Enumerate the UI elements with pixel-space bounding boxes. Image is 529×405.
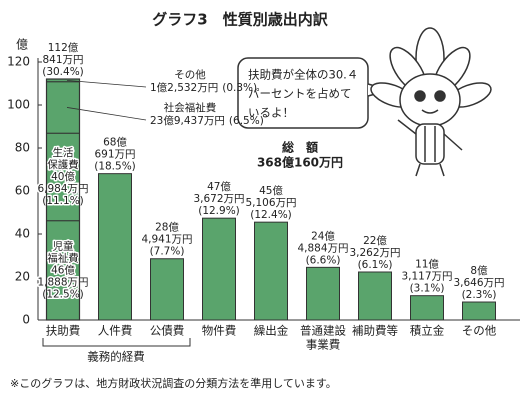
- x-tick-label: その他: [462, 324, 497, 338]
- leader-line: [66, 79, 147, 88]
- segment-label: 6,984万円: [37, 183, 88, 195]
- value-label: (6.6%): [306, 254, 341, 266]
- value-label: (7.7%): [150, 246, 185, 258]
- y-tick-label: 40: [15, 227, 30, 241]
- segment-label: 1,888万円: [37, 276, 88, 288]
- value-label: 4,884万円: [297, 242, 348, 254]
- segment-label: 保護費: [47, 158, 79, 171]
- value-label: (30.4%): [42, 66, 84, 78]
- x-tick-label: 積立金: [410, 324, 445, 338]
- x-tick-label: 繰出金: [254, 324, 289, 338]
- leader-line: [66, 107, 147, 121]
- value-label: 5,106万円: [245, 197, 296, 209]
- segment-label: 福祉費: [47, 251, 79, 264]
- bar: [202, 217, 236, 321]
- segment-label: (11.1%): [42, 195, 84, 207]
- y-unit: 億: [16, 38, 28, 52]
- bar: [306, 266, 340, 321]
- value-label: 841万円: [42, 54, 83, 66]
- mascot: [370, 27, 492, 177]
- bar: [410, 295, 444, 321]
- total-value: 368億160万円: [257, 155, 343, 170]
- value-label: 45億: [259, 184, 283, 197]
- value-label: 47億: [207, 180, 231, 193]
- value-label: 112億: [48, 41, 79, 54]
- speech-line: いるよ！: [248, 106, 294, 120]
- x-tick-label: 公債費: [150, 324, 185, 338]
- value-label: 3,646万円: [453, 277, 504, 289]
- value-label: 22億: [363, 234, 387, 247]
- bar: [98, 173, 132, 321]
- value-label: 11億: [415, 258, 439, 271]
- x-tick-label: 物件費: [202, 324, 237, 338]
- value-label: (12.9%): [198, 205, 240, 217]
- value-label: 28億: [155, 221, 179, 234]
- bar: [358, 271, 392, 321]
- y-tick-label: 20: [15, 270, 30, 284]
- y-tick-label: 80: [15, 141, 30, 155]
- segment-value: 1億2,532万円 (0.3%): [150, 81, 257, 94]
- value-label: (18.5%): [94, 161, 136, 173]
- segment-label: 生活: [53, 146, 74, 159]
- bar-outline: [45, 78, 81, 321]
- value-label: (3.1%): [410, 283, 445, 295]
- bar: [150, 258, 184, 321]
- speech-line: 扶助費が全体の30.４: [248, 68, 358, 82]
- bar: [254, 221, 288, 321]
- y-tick-label: 120: [7, 55, 30, 69]
- y-tick-label: 60: [15, 184, 30, 198]
- value-label: 68億: [103, 136, 127, 149]
- value-label: 691万円: [94, 149, 135, 161]
- value-label: 8億: [470, 264, 488, 277]
- segment-label: (12.5%): [42, 288, 84, 300]
- value-label: (12.4%): [250, 209, 292, 221]
- value-label: 4,941万円: [141, 234, 192, 246]
- segment-label: 40億: [51, 170, 75, 183]
- segment-name: 社会福祉費: [164, 101, 217, 114]
- x-tick-label: 事業費: [306, 338, 341, 352]
- segment-label: 児童: [53, 239, 74, 252]
- bar: [462, 301, 496, 321]
- segment-value-part: (0.3%): [222, 82, 257, 94]
- value-label: 3,117万円: [401, 271, 452, 283]
- value-label: (2.3%): [462, 289, 497, 301]
- y-tick-label: 100: [7, 98, 30, 112]
- segment-value-part: 23億9,437万円: [150, 114, 225, 127]
- x-tick-label: 普通建設: [300, 324, 346, 338]
- footnote: ※このグラフは、地方財政状況調査の分類方法を準用しています。: [10, 376, 337, 390]
- value-label: 3,262万円: [349, 247, 400, 259]
- value-label: 3,672万円: [193, 193, 244, 205]
- bar-segment: [46, 81, 80, 134]
- segment-name: その他: [174, 68, 206, 81]
- x-tick-label: 扶助費: [46, 324, 81, 338]
- speech-line: パーセントを占めて: [248, 87, 352, 101]
- group-bracket: [42, 338, 191, 347]
- segment-value-part: (6.5%): [229, 115, 264, 127]
- segment-label: 46億: [51, 263, 75, 276]
- group-label: 義務的経費: [87, 350, 145, 364]
- segment-value-part: 1億2,532万円: [150, 81, 218, 94]
- y-tick-label: 0: [22, 313, 30, 327]
- value-label: 24億: [311, 229, 335, 242]
- chart-title: グラフ3 性質別歳出内訳: [152, 11, 328, 29]
- x-tick-label: 人件費: [98, 324, 133, 338]
- value-label: (6.1%): [358, 259, 393, 271]
- x-tick-label: 補助費等: [352, 324, 398, 338]
- segment-value: 23億9,437万円 (6.5%): [150, 114, 264, 127]
- total-label: 総 額: [282, 140, 318, 155]
